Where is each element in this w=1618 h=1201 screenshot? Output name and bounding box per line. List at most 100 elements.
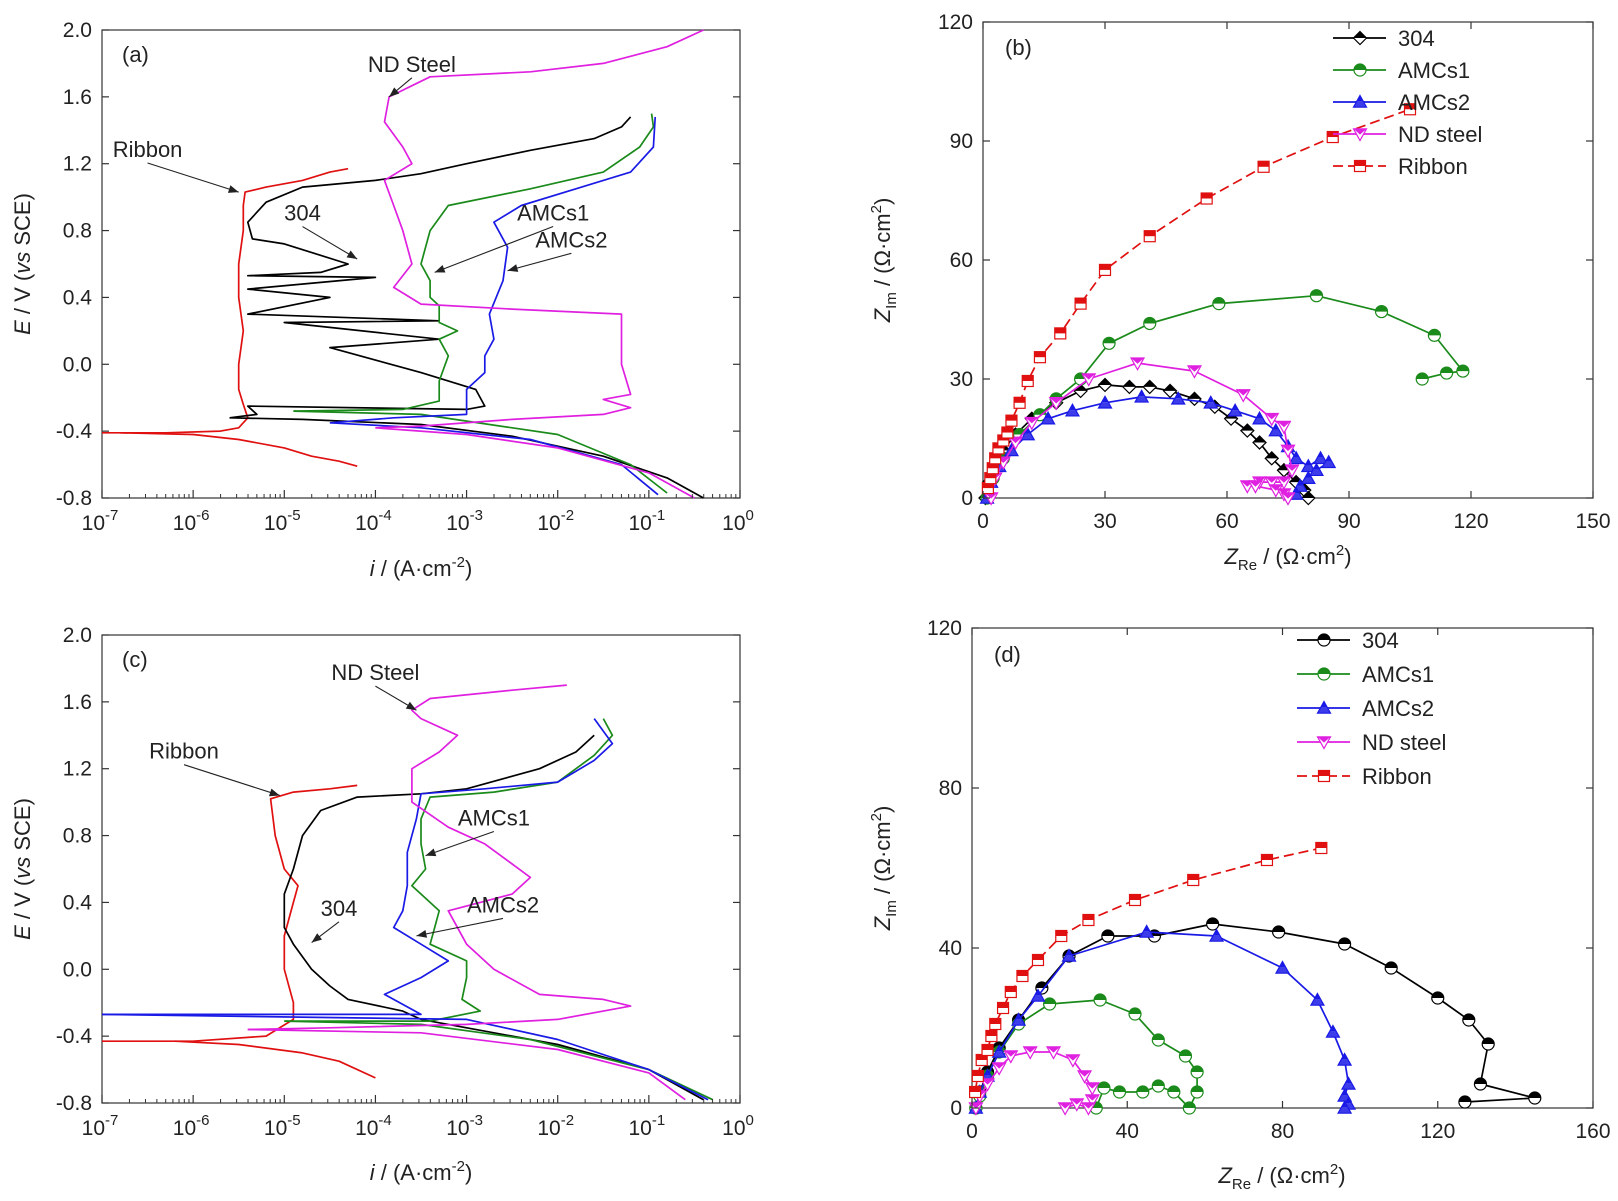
panel-d-legend-ribbon-marker — [1317, 769, 1331, 783]
panel-d-y-label-end: ) — [870, 806, 895, 813]
panel-a-annotation-arrow — [507, 252, 572, 272]
panel-d-legend-amcs2-marker — [1316, 700, 1332, 714]
panel-d-series-nd-steel-point — [1065, 1054, 1081, 1068]
panel-c-annotations: ND Steel Ribbon 304 AMCs1 AMCs2 — [149, 660, 539, 943]
panel-a-x-tick-exponent: -6 — [196, 507, 209, 524]
panel-d-series-304-point — [1481, 1037, 1495, 1051]
panel-b-y-label-sup: 2 — [868, 205, 885, 213]
panel-d-series-ribbon-point — [1082, 913, 1095, 927]
panel-b-series-amcs2-point — [1040, 410, 1056, 425]
panel-c-y-tick-label: 1.2 — [63, 758, 92, 781]
panel-b-y-label-post: / (Ω·cm — [870, 213, 895, 292]
panel-b-series-nd-steel-point — [1186, 365, 1202, 379]
panel-d-series-ribbon-point — [985, 1029, 998, 1043]
panel-b-axes: 0 30 60 90 120 0 30 60 90 120 150 — [938, 11, 1611, 533]
panel-c-x-tick-exponent: -4 — [378, 1112, 391, 1129]
panel-d-legend: 304 AMCs1 AMCs2 ND steel Ribbon — [1297, 628, 1446, 789]
panel-b-x-label-pre: Z — [1223, 544, 1239, 569]
panel-d-series-ribbon-point — [1128, 893, 1142, 907]
panel-b-series-ribbon-point — [1257, 160, 1270, 173]
panel-d-y-label-sub: Im — [883, 900, 900, 917]
panel-c-annotation-arrowhead — [268, 788, 280, 797]
panel-c-x-axis-label: i / (A·cm-2) — [370, 1158, 473, 1185]
panel-d-series-nd-steel-point — [1069, 1098, 1085, 1112]
panel-a-series-ribbon-line — [102, 167, 349, 434]
panel-a-annotation-ribbon: Ribbon — [113, 137, 183, 162]
panel-c-y-label-mid: / V ( — [10, 878, 35, 925]
panel-d-series-amcs1-point — [1112, 1085, 1127, 1099]
panel-b-y-label-sub: Im — [883, 292, 900, 309]
panel-a-series-ribbon-line — [120, 431, 358, 468]
panel-a-y-label-mid: / V ( — [10, 273, 35, 320]
panel-a-x-tick-label: 10-5 — [264, 507, 301, 535]
panel-c-series-ribbon-line — [102, 784, 358, 1043]
panel-b-legend-amcs1-label: AMCs1 — [1398, 58, 1470, 83]
panel-d-y-tick-label: 40 — [939, 937, 962, 960]
panel-b-legend-nd-steel-marker — [1352, 128, 1368, 142]
panel-a-x-tick-label: 10-4 — [355, 507, 392, 535]
panel-a-label: (a) — [122, 42, 149, 67]
panel-c-series-amcs1-line — [284, 718, 614, 1022]
panel-b-x-tick-label: 120 — [1453, 510, 1488, 533]
panel-d-series-nd-steel-point — [1057, 1102, 1073, 1116]
panel-d-y-tick-label: 120 — [927, 617, 962, 640]
panel-c-y-label-italic: vs — [10, 857, 35, 879]
panel-d-series-304-point — [1384, 961, 1398, 975]
panel-c-y-tick-label: 2.0 — [63, 624, 92, 647]
panel-b-series-ribbon-point — [1143, 230, 1156, 243]
panel-a-x-tick-exponent: -5 — [287, 507, 300, 524]
panel-b-legend-ribbon-label: Ribbon — [1398, 154, 1468, 179]
panel-b-series-amcs2-point — [1268, 422, 1284, 437]
panel-b-series-amcs2-point — [1300, 470, 1316, 484]
panel-b-legend-amcs1-marker — [1353, 63, 1367, 77]
panel-d-series-ribbon-point — [969, 1085, 982, 1099]
panel-d-y-label-pre: Z — [870, 915, 895, 931]
panel-a-x-tick-label: 10-6 — [173, 507, 210, 535]
panel-d-series-ribbon-point — [981, 1043, 994, 1057]
panel-a-series-amcs2-line — [329, 421, 659, 496]
panel-c-annotation-arrowhead — [311, 933, 323, 943]
panel-d-series-amcs1-point — [1097, 1081, 1111, 1095]
panel-b-series-amcs2-point — [1064, 402, 1080, 417]
panel-b-y-axis-label: ZIm / (Ω·cm2) — [868, 198, 900, 324]
panel-b-series-304-point — [1142, 379, 1158, 395]
panel-a-x-label-post: ) — [465, 556, 472, 581]
panel-a-x-tick-label: 10-2 — [537, 507, 574, 535]
panel-b-series-nd-steel-point — [1235, 389, 1251, 403]
panel-d-series-nd-steel-point — [1045, 1046, 1062, 1060]
panel-b-series-ribbon-point — [1001, 426, 1014, 439]
panel-d-series-amcs2-point — [1274, 960, 1291, 974]
panel-a-x-tick-exponent: -7 — [105, 507, 118, 524]
panel-a-x-label-sup: -2 — [452, 554, 465, 571]
panel-b-series-nd-steel-point — [1024, 416, 1040, 431]
panel-b-series-304-point — [1239, 423, 1255, 438]
panel-a-x-tick-label: 100 — [722, 507, 754, 535]
panel-b-series-amcs1-point — [1309, 289, 1324, 303]
panel-c-axes: -0.8 -0.4 0.0 0.4 0.8 1.2 1.6 2.0 10-7 10-6 10-5 10… — [56, 624, 754, 1140]
panel-c-x-tick-label: 10-2 — [537, 1112, 574, 1140]
panel-b-series-ribbon-point — [1013, 396, 1026, 409]
panel-b-series-amcs2-point — [1321, 454, 1337, 469]
panel-c-annotation-arrowhead — [425, 848, 437, 857]
panel-b-series-amcs1-point — [1102, 336, 1116, 350]
panel-c-annotation-arrow — [425, 831, 495, 857]
panel-b-series-ribbon-point — [1074, 297, 1087, 310]
panel-d-y-tick-label: 0 — [950, 1097, 962, 1120]
panel-d-series-ribbon-point — [1315, 841, 1328, 855]
panel-d-series-nd-steel-point — [1077, 1070, 1093, 1084]
panel-b-series-amcs1-point — [1415, 372, 1429, 386]
panel-b-series-amcs1-point — [1456, 364, 1470, 378]
panel-b-legend-nd-steel-label: ND steel — [1398, 122, 1482, 147]
panel-c-x-tick-exponent: -1 — [652, 1112, 665, 1129]
panel-d-series-amcs1-point — [1167, 1085, 1181, 1099]
panel-d-series-ribbon-point — [1031, 953, 1045, 967]
panel-d-series-304-point — [1458, 1095, 1472, 1109]
panel-b-x-label-sub: Re — [1238, 557, 1257, 574]
panel-c-x-tick-label: 10-1 — [629, 1112, 666, 1140]
panel-c-x-tick-label: 10-7 — [82, 1112, 119, 1140]
panel-c-x-label-italic: i — [370, 1160, 376, 1185]
panel-d-series-amcs2-point — [1309, 992, 1325, 1006]
panel-d-series-nd-steel-point — [968, 1102, 984, 1116]
panel-a-series-nd-steel-line — [375, 426, 695, 499]
